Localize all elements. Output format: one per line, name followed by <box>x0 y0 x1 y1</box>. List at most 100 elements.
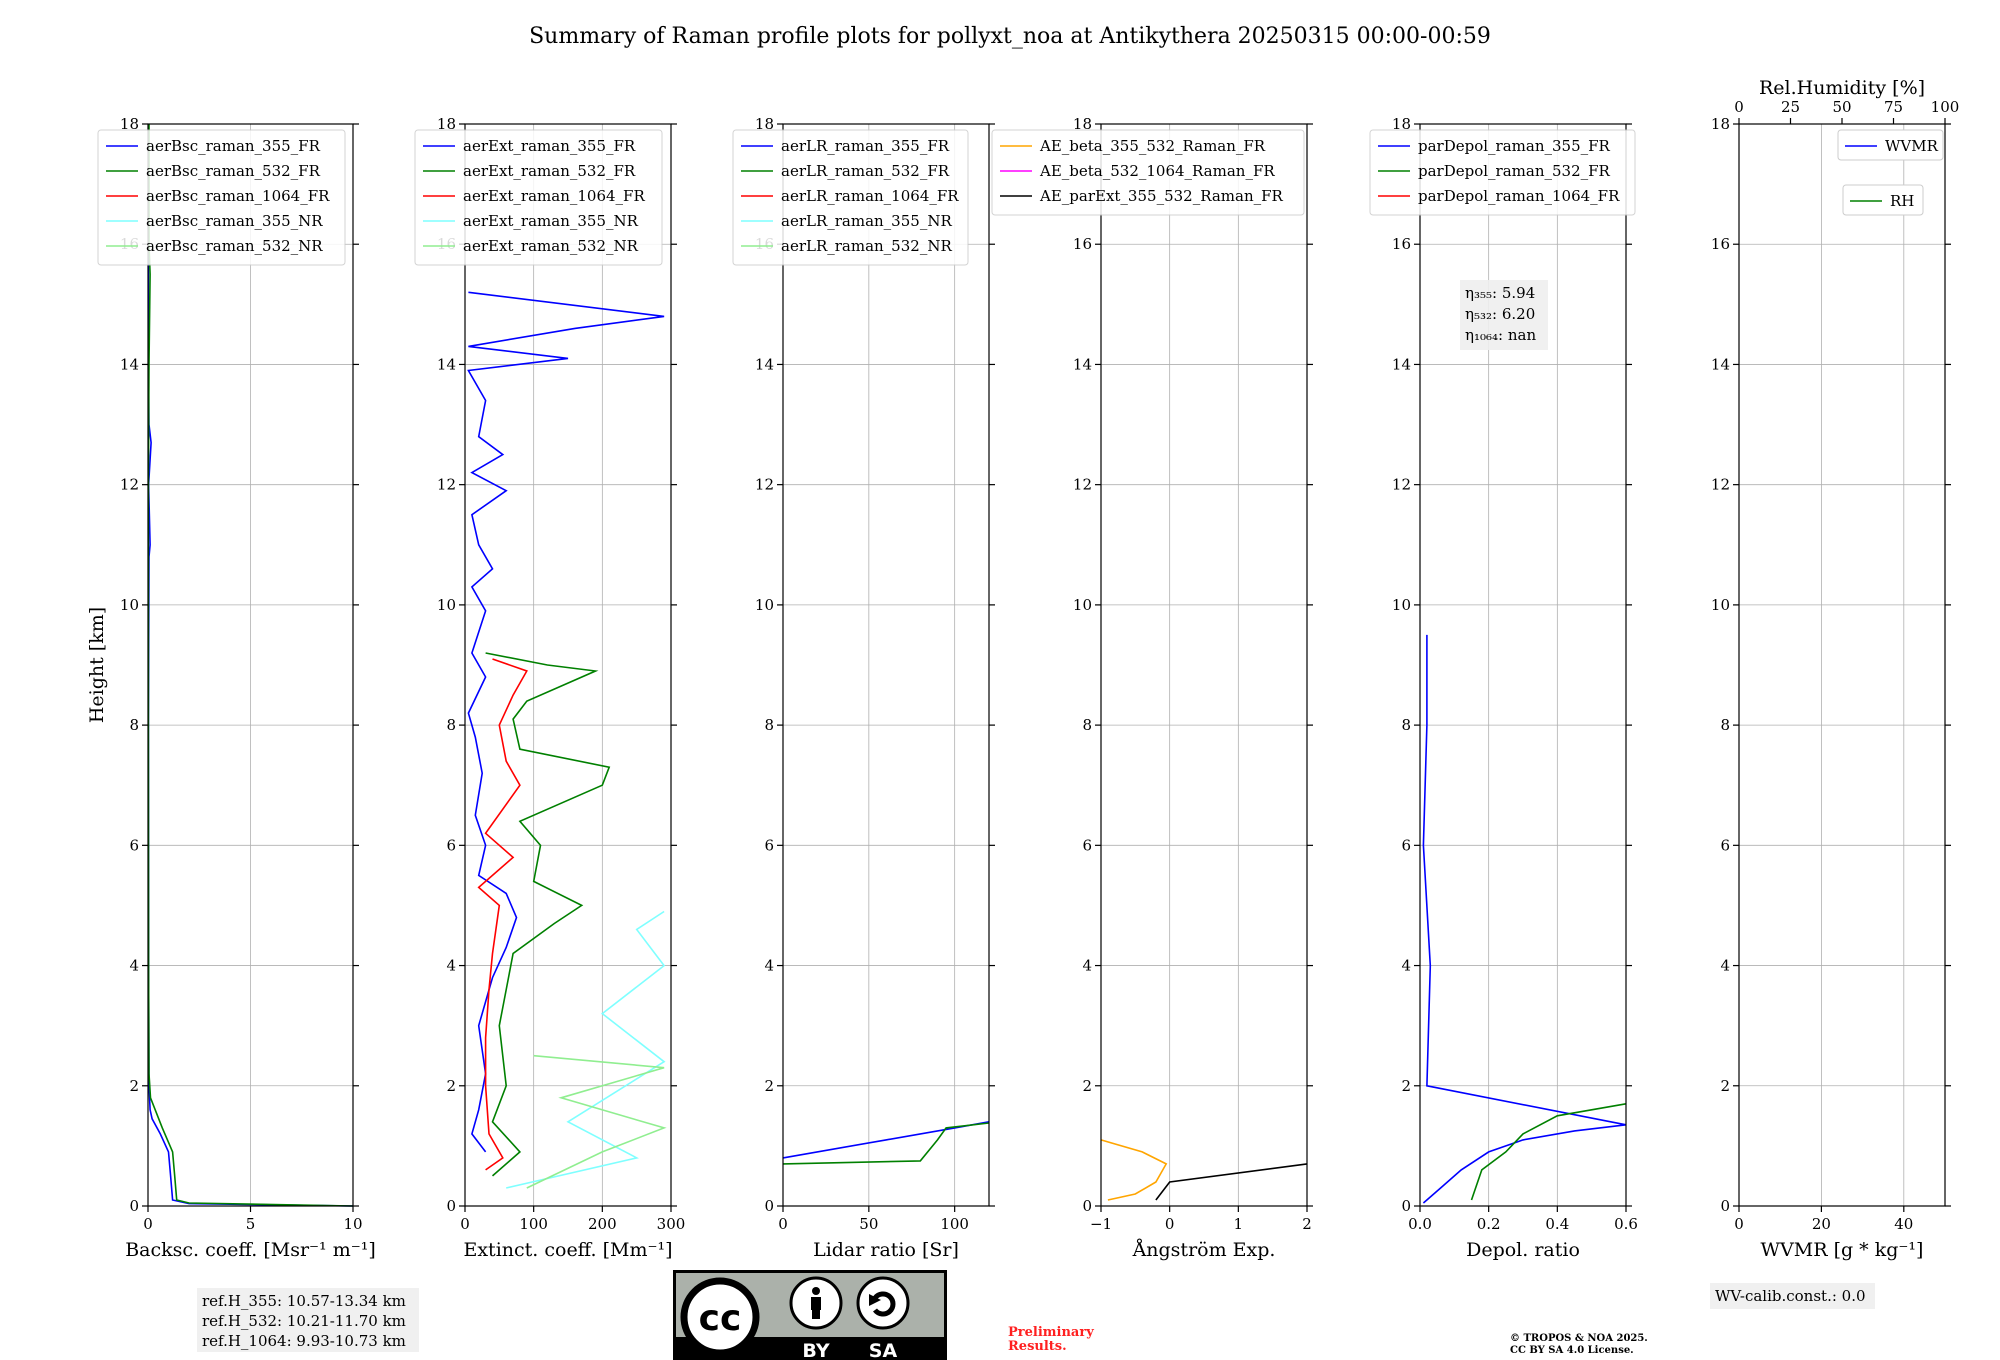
copyright-line2: CC BY SA 4.0 License. <box>1510 1345 1634 1356</box>
y-tick-label: 2 <box>1720 1077 1730 1095</box>
x-tick-label: 10 <box>343 1215 362 1233</box>
y-tick-label: 8 <box>1401 716 1411 734</box>
x-tick-label: 0 <box>1165 1215 1175 1233</box>
legend-box-ae <box>991 129 1305 216</box>
y-tick-label: 6 <box>764 836 774 854</box>
y-tick-label: 10 <box>120 596 139 614</box>
x-tick-label: 20 <box>1812 1215 1831 1233</box>
y-tick-label: 4 <box>1082 957 1092 975</box>
y-tick-label: 10 <box>1711 596 1730 614</box>
y-tick-label: 12 <box>437 476 456 494</box>
wv-calib-box <box>1710 1283 1875 1309</box>
y-tick-label: 14 <box>120 355 139 373</box>
panel-lr: 024681012141618050100Lidar ratio [Sr]aer… <box>732 115 995 1261</box>
y-tick-label: 16 <box>1392 235 1411 253</box>
reference-height-text: ref.H_532: 10.21-11.70 km <box>202 1312 406 1330</box>
eta-text: η₁₀₆₄: nan <box>1465 326 1536 344</box>
x-axis-label-ext: Extinct. coeff. [Mm⁻¹] <box>463 1239 672 1261</box>
series-line-depol-1 <box>1470 1103 1627 1201</box>
x-tick-label: 100 <box>940 1215 969 1233</box>
y-tick-label: 12 <box>120 476 139 494</box>
x-tick-label: −1 <box>1090 1215 1112 1233</box>
cc-by-label: BY <box>802 1340 829 1360</box>
y-tick-label: 0 <box>1720 1197 1730 1215</box>
y-tick-label: 18 <box>755 115 774 133</box>
height-axis-label: Height [km] <box>86 607 108 723</box>
x-axis-label-ae: Ångström Exp. <box>1132 1239 1276 1261</box>
y-tick-label: 14 <box>755 355 774 373</box>
eta-text: η₃₅₅: 5.94 <box>1465 284 1535 302</box>
copyright-line1: © TROPOS & NOA 2025. <box>1510 1333 1648 1344</box>
y-tick-label: 2 <box>764 1077 774 1095</box>
x-tick-label: 0 <box>1734 1215 1744 1233</box>
y-tick-label: 2 <box>129 1077 139 1095</box>
reference-height-text: ref.H_1064: 9.93-10.73 km <box>202 1332 406 1350</box>
y-tick-label: 12 <box>1711 476 1730 494</box>
legend-entry: aerExt_raman_1064_FR <box>463 187 645 205</box>
legend-entry: parDepol_raman_1064_FR <box>1418 187 1620 205</box>
legend-entry: aerBsc_raman_355_FR <box>146 137 321 155</box>
series-line-ext-2 <box>477 658 528 1171</box>
y-tick-label: 6 <box>1401 836 1411 854</box>
y-tick-label: 12 <box>755 476 774 494</box>
legend-box-bsc <box>97 129 346 266</box>
y-tick-label: 18 <box>1392 115 1411 133</box>
y-tick-label: 12 <box>1392 476 1411 494</box>
cc-logo-letters: cc <box>699 1298 742 1339</box>
legend-entry: aerBsc_raman_1064_FR <box>146 187 330 205</box>
legend-entry: parDepol_raman_532_FR <box>1418 162 1611 180</box>
y-tick-label: 10 <box>437 596 456 614</box>
preliminary-note-line2: Results. <box>1008 1339 1067 1354</box>
series-line-ext-3 <box>506 910 666 1189</box>
plot-frame-ext <box>464 123 672 1207</box>
plot-frame-depol <box>1419 123 1627 1207</box>
x-axis-label-depol: Depol. ratio <box>1466 1239 1580 1261</box>
y-tick-label: 4 <box>1720 957 1730 975</box>
cc-sa-label: SA <box>869 1340 898 1360</box>
top-x-axis-label-wv: Rel.Humidity [%] <box>1759 77 1925 99</box>
panel-depol: 0 2 4 6 8 10 12 14 16 18 0.0 0.2 0.4 0.6 Depol. ratio p… <box>1369 115 1638 1261</box>
legend-entry: AE_parExt_355_532_Raman_FR <box>1039 187 1284 205</box>
legend-box-depol <box>1369 129 1636 216</box>
plot-frame-ae <box>1100 123 1308 1207</box>
legend-entry: aerExt_raman_532_FR <box>463 162 636 180</box>
y-tick-label: 4 <box>764 957 774 975</box>
series-line-ext-1 <box>485 652 611 1177</box>
top-x-tick-label: 100 <box>1931 98 1960 116</box>
y-tick-label: 0 <box>446 1197 456 1215</box>
legend-entry: aerLR_raman_355_FR <box>781 137 950 155</box>
y-tick-label: 18 <box>437 115 456 133</box>
y-tick-label: 14 <box>1392 355 1411 373</box>
legend-entry: aerBsc_raman_355_NR <box>146 212 323 230</box>
reference-height-text: ref.H_355: 10.57-13.34 km <box>202 1292 406 1310</box>
x-axis-label-wv: WVMR [g * kg⁻¹] <box>1761 1239 1924 1261</box>
y-tick-label: 6 <box>1082 836 1092 854</box>
y-tick-label: 18 <box>1073 115 1092 133</box>
legend-entry: aerLR_raman_532_FR <box>781 162 950 180</box>
legend-entry: aerBsc_raman_532_NR <box>146 237 323 255</box>
y-tick-label: 10 <box>1073 596 1092 614</box>
y-tick-label: 18 <box>120 115 139 133</box>
legend-entry: aerLR_raman_1064_FR <box>781 187 959 205</box>
y-tick-label: 6 <box>1720 836 1730 854</box>
y-tick-label: 8 <box>764 716 774 734</box>
y-tick-label: 18 <box>1711 115 1730 133</box>
y-tick-label: 4 <box>1401 957 1411 975</box>
y-tick-label: 4 <box>129 957 139 975</box>
x-tick-label: 100 <box>519 1215 548 1233</box>
legend-box-rh <box>1842 184 1924 216</box>
top-x-tick-label: 25 <box>1781 98 1800 116</box>
series-line-bsc-1 <box>147 124 354 1207</box>
legend-entry: aerBsc_raman_532_FR <box>146 162 321 180</box>
legend-entry: aerLR_raman_355_NR <box>781 212 952 230</box>
preliminary-note-line1: Preliminary <box>1008 1325 1094 1340</box>
plot-frame-lr <box>782 123 990 1207</box>
legend-entry: RH <box>1890 192 1914 210</box>
y-tick-label: 0 <box>1082 1197 1092 1215</box>
series-line-ae-2 <box>1155 1163 1308 1201</box>
y-tick-label: 6 <box>129 836 139 854</box>
panels: 0246810121416180510Backsc. coeff. [Msr⁻¹… <box>97 77 1959 1352</box>
